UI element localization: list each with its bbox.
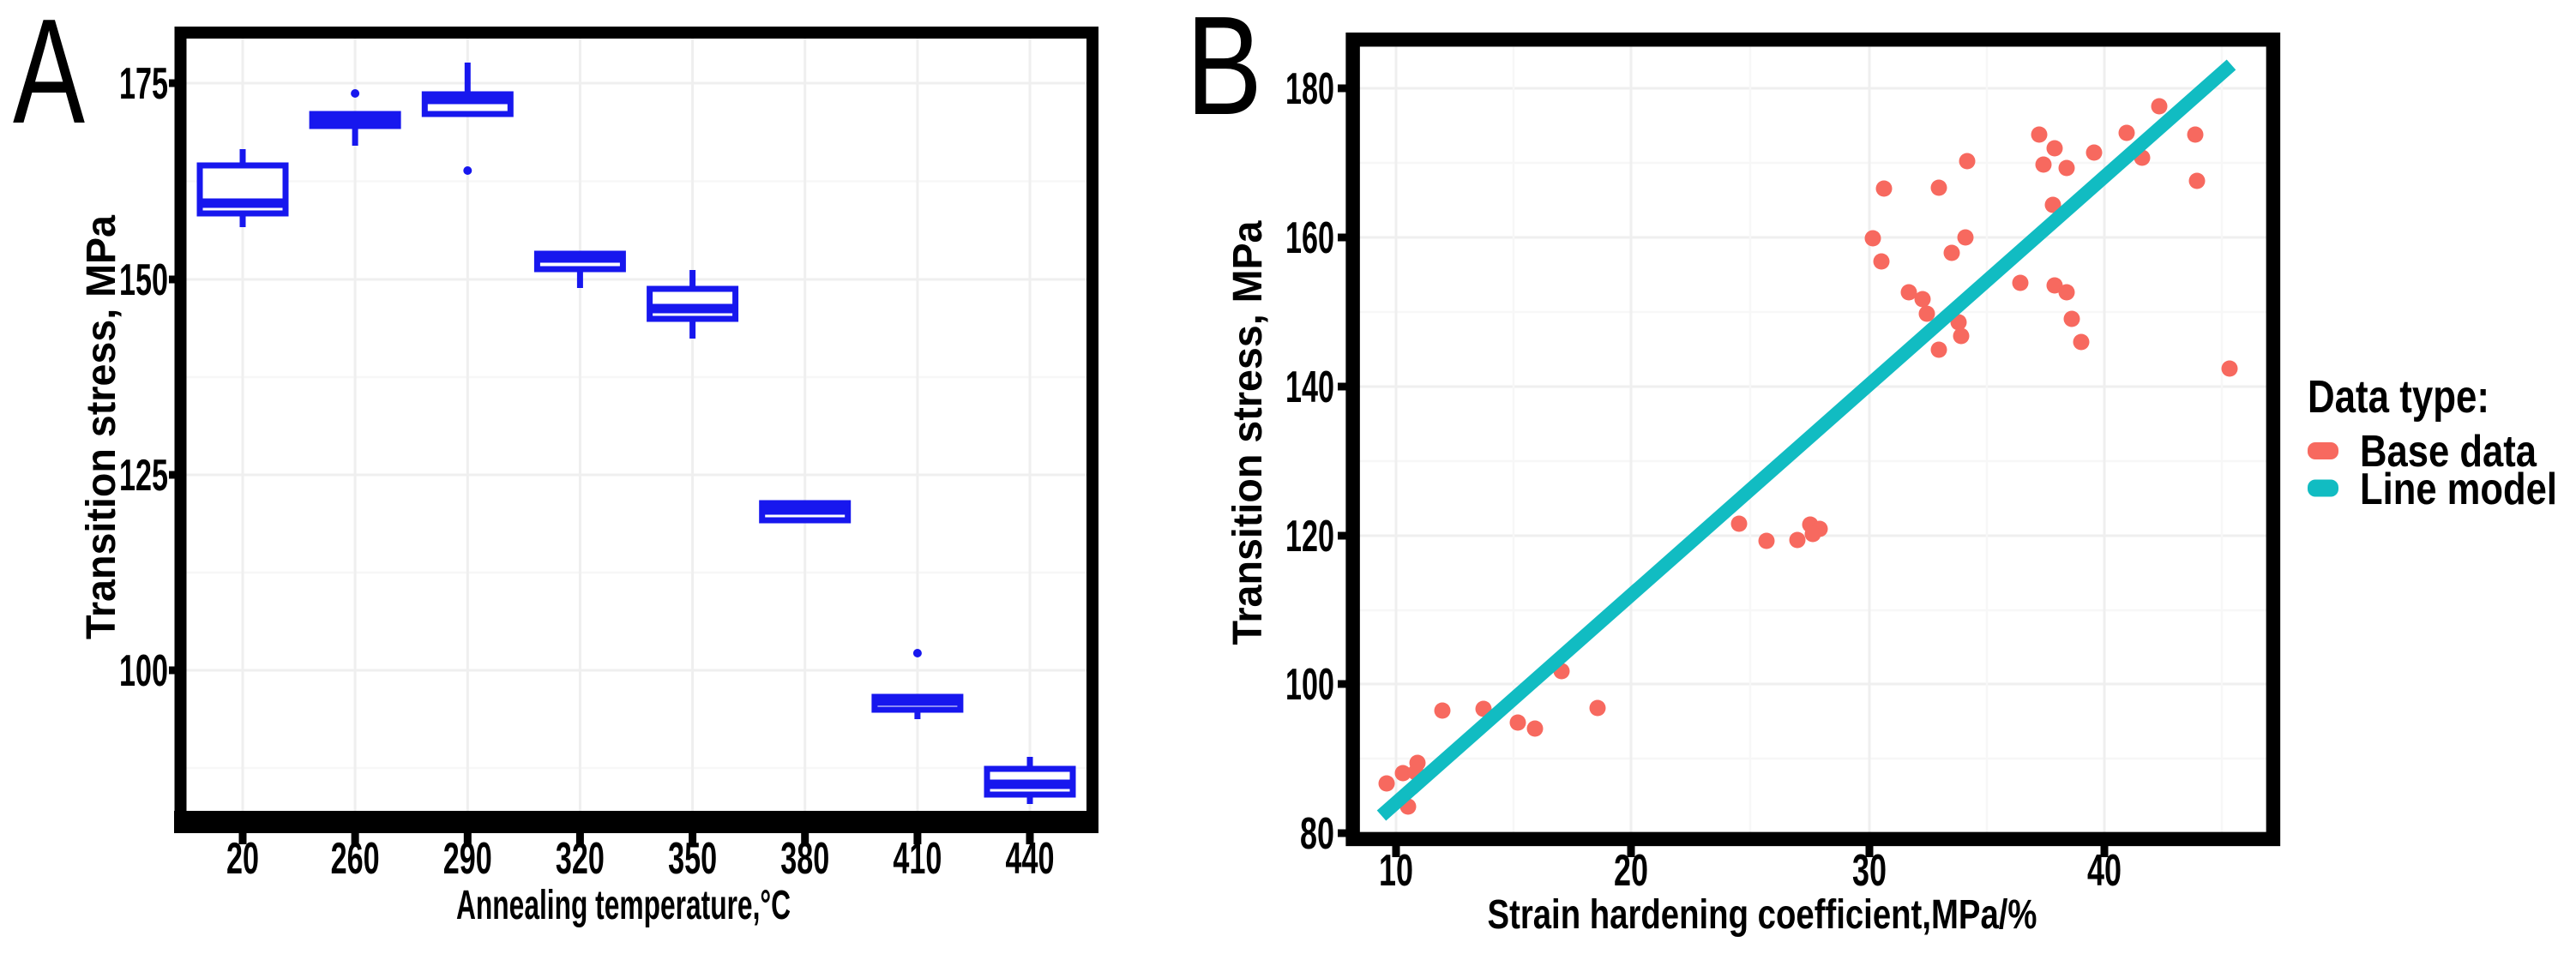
svg-text:350: 350 bbox=[668, 834, 717, 884]
svg-text:440: 440 bbox=[1006, 834, 1055, 884]
svg-text:380: 380 bbox=[780, 834, 829, 884]
svg-text:Base data: Base data bbox=[2360, 427, 2537, 477]
svg-text:160: 160 bbox=[1285, 213, 1334, 263]
svg-text:100: 100 bbox=[119, 646, 168, 696]
svg-text:Transition stress, MPa: Transition stress, MPa bbox=[79, 215, 124, 639]
svg-text:120: 120 bbox=[1285, 512, 1334, 561]
svg-text:B: B bbox=[1186, 0, 1262, 144]
svg-text:290: 290 bbox=[443, 834, 492, 884]
svg-text:100: 100 bbox=[1285, 660, 1334, 710]
svg-text:Data type:: Data type: bbox=[2308, 371, 2489, 423]
svg-text:10: 10 bbox=[1379, 846, 1413, 896]
svg-text:150: 150 bbox=[119, 255, 168, 305]
svg-text:30: 30 bbox=[1852, 846, 1887, 896]
svg-text:180: 180 bbox=[1285, 64, 1334, 114]
svg-text:320: 320 bbox=[556, 834, 605, 884]
svg-text:125: 125 bbox=[119, 451, 168, 501]
svg-text:260: 260 bbox=[331, 834, 380, 884]
svg-text:Annealing temperature,°C: Annealing temperature,°C bbox=[456, 883, 791, 928]
svg-text:175: 175 bbox=[119, 59, 168, 109]
svg-text:140: 140 bbox=[1285, 363, 1334, 412]
svg-text:20: 20 bbox=[226, 834, 259, 884]
svg-text:Transition stress, MPa: Transition stress, MPa bbox=[1225, 220, 1271, 645]
svg-text:410: 410 bbox=[893, 834, 942, 884]
svg-text:80: 80 bbox=[1300, 809, 1334, 859]
svg-text:Strain hardening coefficient,M: Strain hardening coefficient,MPa/% bbox=[1488, 892, 2037, 938]
svg-text:40: 40 bbox=[2087, 846, 2122, 896]
svg-text:20: 20 bbox=[1614, 846, 1648, 896]
svg-text:Line model: Line model bbox=[2360, 465, 2557, 514]
svg-text:A: A bbox=[13, 0, 85, 154]
